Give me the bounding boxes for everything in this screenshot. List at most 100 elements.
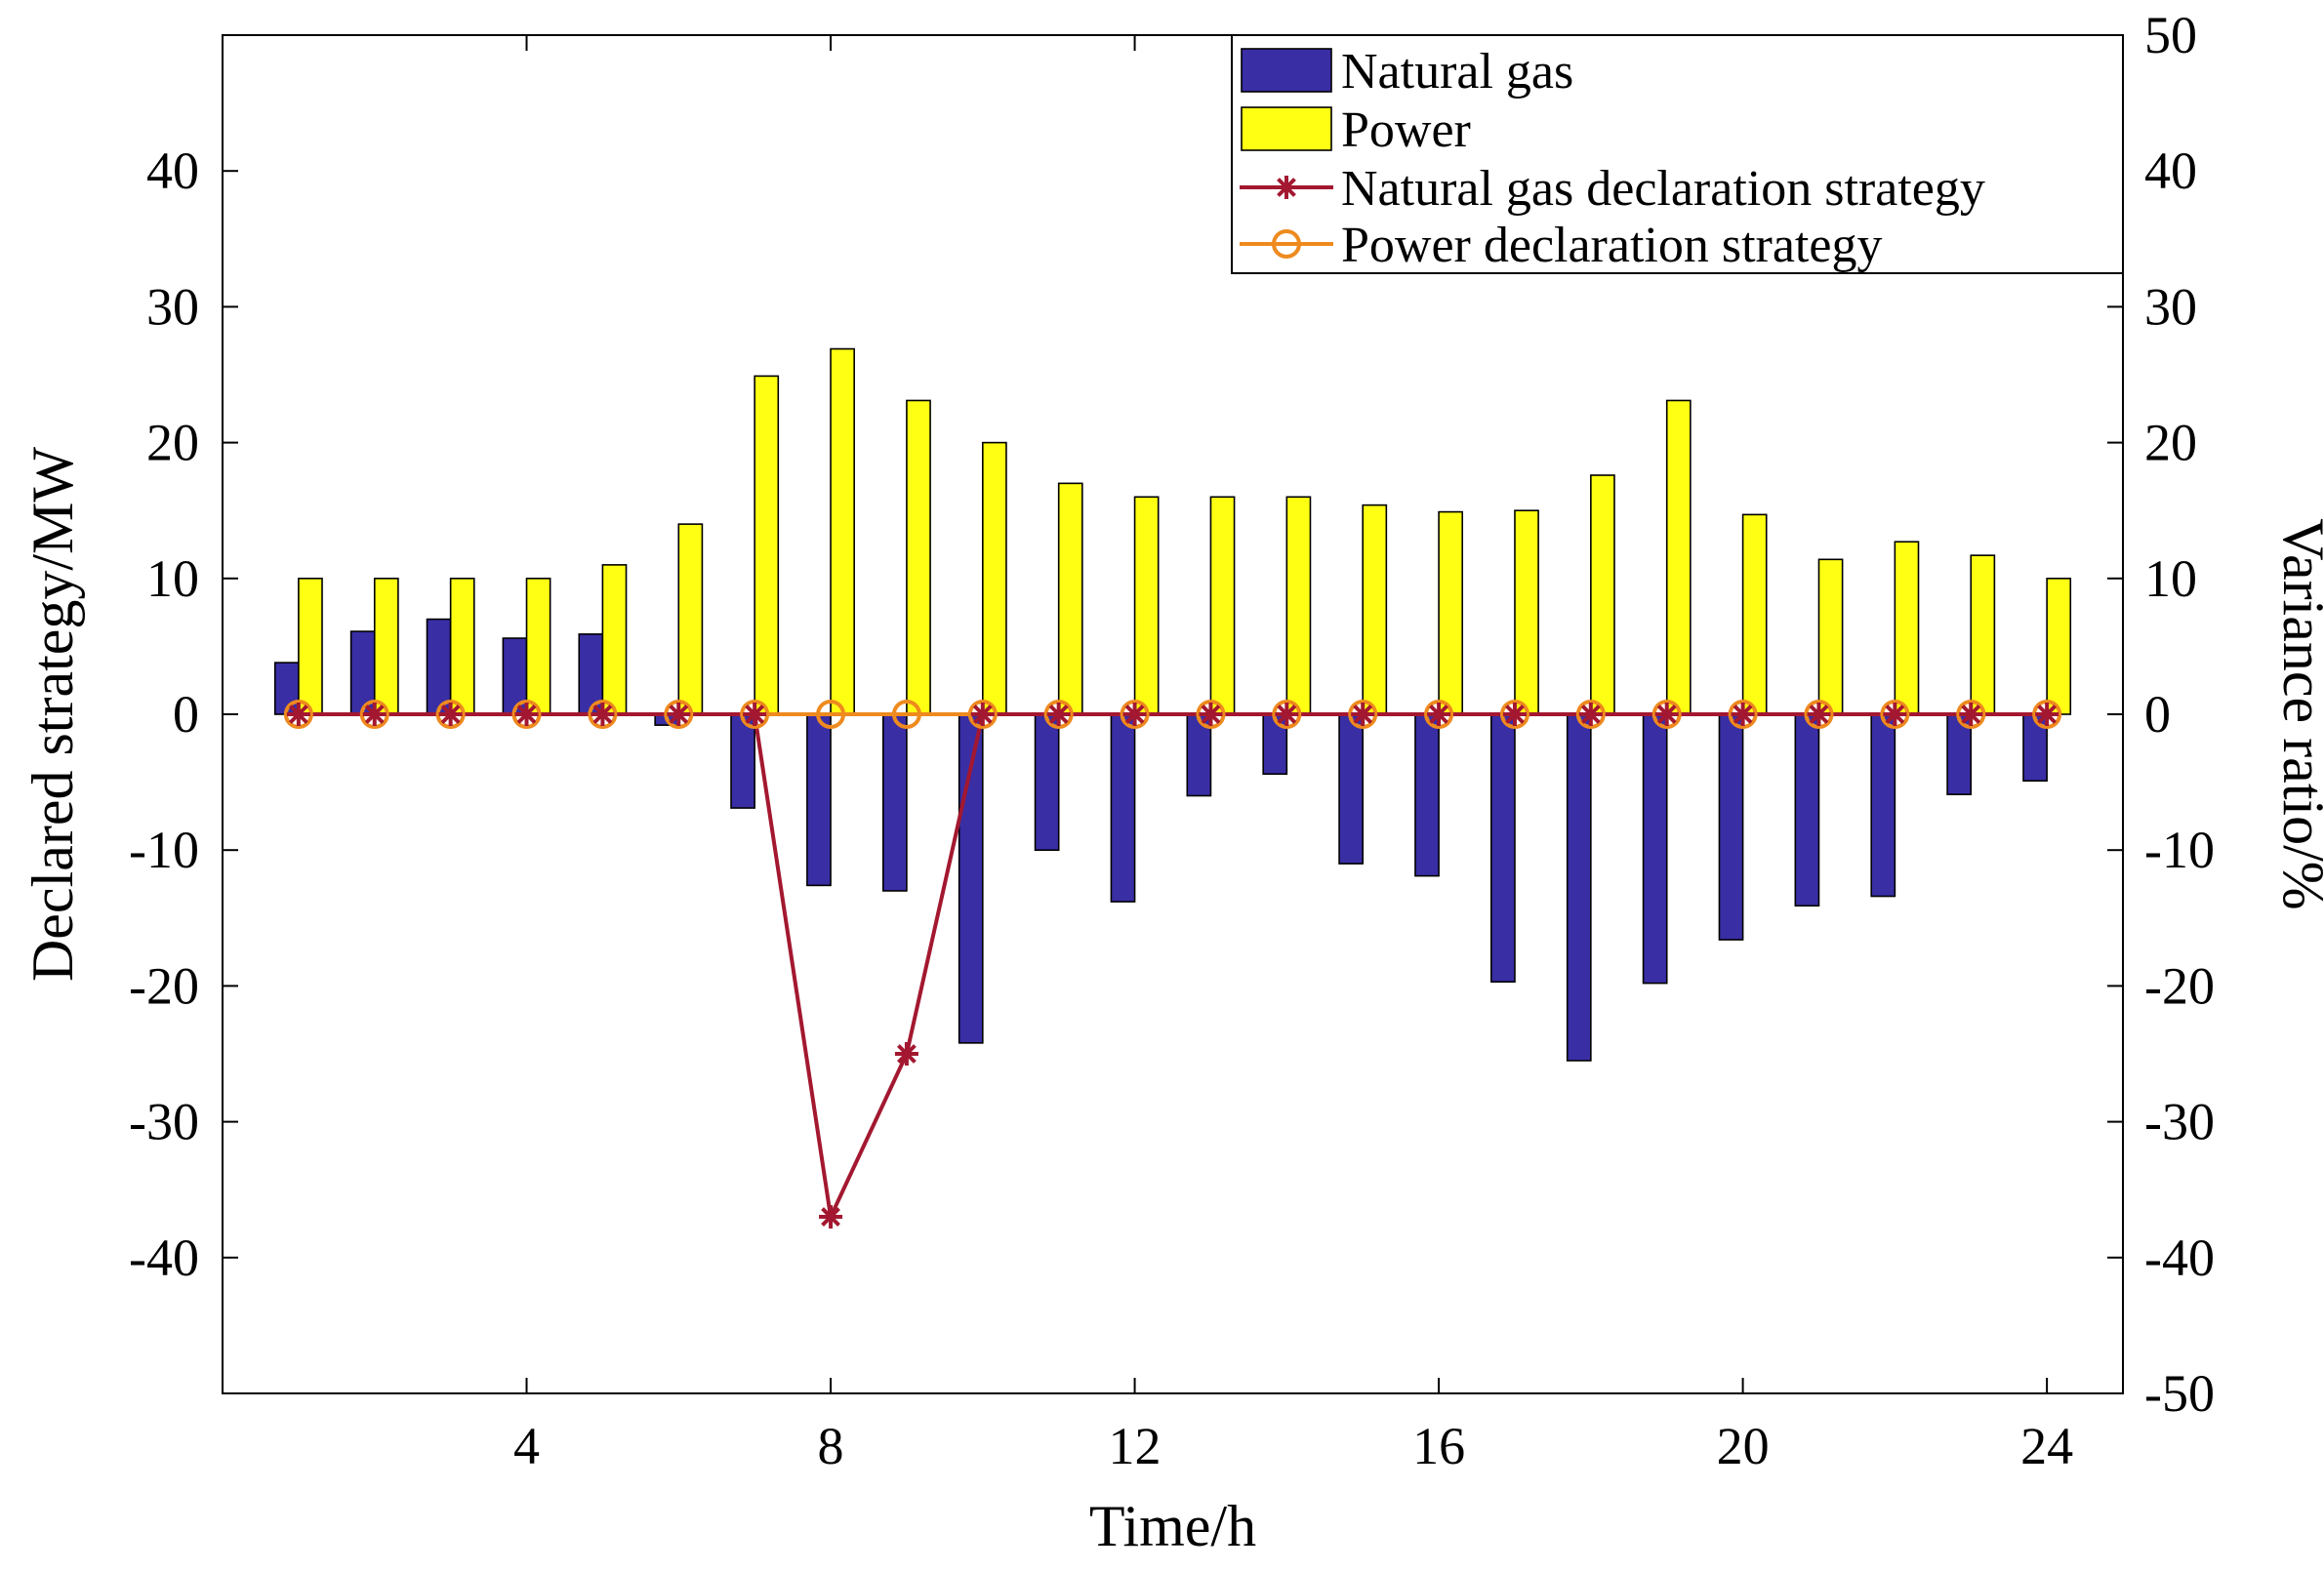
x-tick-label-24: 24	[2020, 1417, 2073, 1475]
tick-layer: 4 8 12 16 20 24 -40 -30 -20 -10 0 10 20 30 40 -50 -40 -30…	[129, 6, 2215, 1475]
point-natural-gas-strategy-7-stroke	[745, 705, 765, 724]
point-power-strategy-19	[1651, 700, 1682, 729]
point-natural-gas-strategy-15	[1351, 703, 1375, 726]
y-right-tick-label--30: -30	[2144, 1093, 2215, 1151]
point-natural-gas-strategy-8	[819, 1205, 843, 1229]
point-power-strategy-9	[891, 700, 921, 729]
y-left-tick-label--40: -40	[129, 1229, 199, 1287]
y-left-tick-label--10: -10	[129, 821, 199, 879]
bar-power-8	[830, 347, 855, 715]
point-natural-gas-strategy-5	[591, 703, 615, 726]
bar-natural-gas-16	[1414, 713, 1440, 877]
point-natural-gas-strategy-21	[1807, 703, 1831, 726]
bar-natural-gas-3	[426, 618, 452, 715]
bar-natural-gas-19	[1642, 713, 1668, 985]
point-natural-gas-strategy-7	[743, 703, 767, 726]
line-natural-gas-strategy	[298, 712, 2048, 1224]
x-tick-label-16: 16	[1412, 1417, 1465, 1475]
y-left-tick-label-10: 10	[146, 549, 199, 608]
point-natural-gas-strategy-21-stroke	[1809, 705, 1829, 724]
point-natural-gas-strategy-5-stroke	[592, 705, 613, 724]
y-right-tick-label-0: 0	[2144, 685, 2171, 744]
x-tick-label-20: 20	[1717, 1417, 1770, 1475]
point-natural-gas-strategy-12	[1122, 703, 1147, 726]
y-right-tick-label--40: -40	[2144, 1229, 2215, 1287]
point-natural-gas-strategy-18	[1578, 703, 1603, 726]
point-power-strategy-10	[967, 700, 998, 729]
bar-power-18	[1590, 474, 1615, 715]
bar-natural-gas-9	[881, 713, 908, 892]
point-natural-gas-strategy-1	[286, 703, 310, 726]
y-right-tick-label--10: -10	[2144, 821, 2215, 879]
bar-power-23	[1970, 554, 1996, 715]
point-power-strategy-5	[588, 700, 618, 729]
point-power-strategy-15	[1348, 700, 1378, 729]
point-power-strategy-3	[435, 700, 466, 729]
y-left-tick-label-30: 30	[146, 277, 199, 336]
legend-marker-power-strategy	[1272, 229, 1301, 259]
x-axis-title: Time/h	[1089, 1494, 1256, 1558]
point-natural-gas-strategy-23-stroke	[1961, 705, 1981, 724]
point-natural-gas-strategy-10-stroke	[972, 705, 993, 724]
y-left-tick-label-40: 40	[146, 141, 199, 200]
point-natural-gas-strategy-12-stroke	[1124, 705, 1145, 724]
bar-natural-gas-20	[1718, 713, 1744, 941]
bar-natural-gas-11	[1034, 713, 1060, 851]
legend-swatch-natural-gas	[1241, 48, 1332, 93]
point-natural-gas-strategy-3	[438, 703, 463, 726]
bar-natural-gas-22	[1870, 713, 1896, 898]
y-right-tick-label-30: 30	[2144, 277, 2197, 336]
bar-natural-gas-23	[1946, 713, 1973, 795]
bar-natural-gas-8	[806, 713, 832, 887]
legend-label-power-strategy: Power declaration strategy	[1341, 218, 1882, 273]
bar-power-14	[1285, 496, 1312, 715]
y-right-tick-label-50: 50	[2144, 6, 2197, 64]
point-natural-gas-strategy-16	[1427, 703, 1451, 726]
point-natural-gas-strategy-8-stroke	[821, 1207, 840, 1227]
bar-power-12	[1133, 496, 1160, 715]
legend-label-natural-gas: Natural gas	[1341, 44, 1573, 100]
legend-swatch-power	[1241, 106, 1332, 151]
bar-power-20	[1741, 513, 1768, 715]
bar-power-3	[449, 577, 475, 715]
point-power-strategy-7	[740, 700, 770, 729]
bar-power-7	[754, 375, 780, 715]
bar-power-4	[525, 577, 551, 715]
legend-label-natural-gas-strategy: Natural gas declaration strategy	[1341, 161, 1985, 217]
point-natural-gas-strategy-19-stroke	[1656, 705, 1677, 724]
point-natural-gas-strategy-13	[1199, 703, 1223, 726]
y-axis-right-title: Variance ratio/%	[2271, 518, 2324, 909]
point-power-strategy-11	[1043, 700, 1074, 729]
legend-marker-natural-gas-strategy-stroke	[1277, 178, 1296, 197]
point-natural-gas-strategy-18-stroke	[1580, 705, 1601, 724]
y-right-tick-label-40: 40	[2144, 141, 2197, 200]
bar-natural-gas-24	[2022, 713, 2048, 783]
bar-power-21	[1817, 558, 1844, 715]
point-natural-gas-strategy-2	[362, 703, 387, 726]
bar-power-1	[298, 577, 323, 715]
point-natural-gas-strategy-11-stroke	[1048, 705, 1069, 724]
point-natural-gas-strategy-6	[667, 703, 691, 726]
bar-natural-gas-17	[1490, 713, 1516, 984]
bar-power-9	[906, 399, 931, 715]
point-power-strategy-13	[1196, 700, 1226, 729]
bar-power-19	[1665, 399, 1692, 715]
bar-power-10	[981, 441, 1007, 715]
point-natural-gas-strategy-16-stroke	[1429, 705, 1448, 724]
point-natural-gas-strategy-10	[970, 703, 995, 726]
point-natural-gas-strategy-17	[1502, 703, 1527, 726]
y-right-tick-label-10: 10	[2144, 549, 2197, 608]
y-left-tick-label-20: 20	[146, 414, 199, 472]
point-power-strategy-4	[511, 700, 542, 729]
bar-natural-gas-15	[1338, 713, 1365, 865]
point-power-strategy-20	[1728, 700, 1758, 729]
y-right-tick-label-20: 20	[2144, 414, 2197, 472]
point-power-strategy-24	[2032, 700, 2062, 729]
point-power-strategy-21	[1804, 700, 1834, 729]
point-power-strategy-23	[1956, 700, 1986, 729]
point-natural-gas-strategy-23	[1959, 703, 1983, 726]
bar-power-16	[1438, 510, 1464, 715]
bar-natural-gas-21	[1794, 713, 1820, 907]
bar-power-5	[601, 564, 628, 715]
point-natural-gas-strategy-22	[1883, 703, 1907, 726]
